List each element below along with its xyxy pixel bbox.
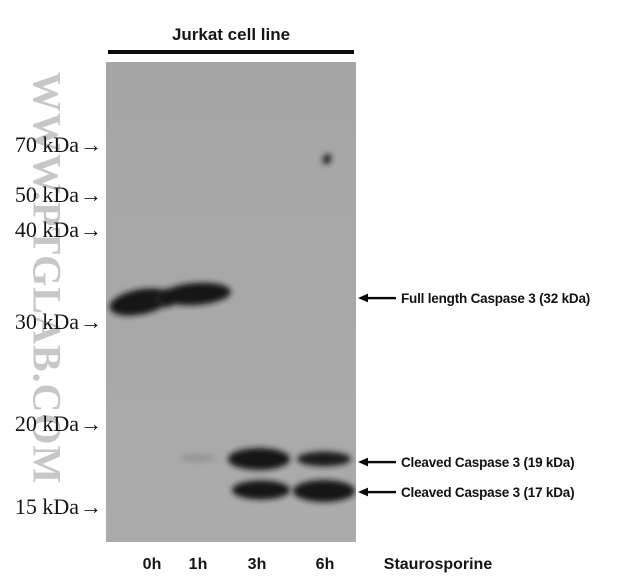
annotation-fulllength: Full length Caspase 3 (32 kDa) <box>358 288 590 308</box>
mw-marker-15kda: 15 kDa→ <box>0 494 102 520</box>
annotation-label: Cleaved Caspase 3 (19 kDa) <box>401 454 575 470</box>
band-fulllength-1h <box>161 282 231 306</box>
figure-title: Jurkat cell line <box>171 25 291 44</box>
mw-marker-label: 30 kDa <box>14 309 79 334</box>
title-underline <box>108 50 354 54</box>
mw-marker-label: 15 kDa <box>14 494 79 519</box>
mw-marker-label: 40 kDa <box>14 217 79 242</box>
right-arrow-glyph: → <box>80 494 102 519</box>
treatment-label: Staurosporine <box>383 556 493 573</box>
blot-artifact-speck <box>322 153 332 165</box>
right-arrow-glyph: → <box>80 132 102 157</box>
right-arrow-glyph: → <box>80 217 102 242</box>
lane-label-3h: 3h <box>247 556 267 573</box>
band-17kda-6h <box>293 480 355 502</box>
band-19kda-1h-faint <box>180 454 216 462</box>
blot-membrane <box>106 62 356 542</box>
blot-bands-graphic <box>109 153 355 502</box>
annotation-label: Full length Caspase 3 (32 kDa) <box>401 290 591 306</box>
lane-label-6h: 6h <box>315 556 335 573</box>
band-17kda-3h <box>232 480 290 500</box>
lane-label-0h: 0h <box>142 556 162 573</box>
mw-marker-label: 20 kDa <box>14 411 79 436</box>
lane-label-1h: 1h <box>188 556 208 573</box>
mw-marker-70kda: 70 kDa→ <box>0 132 102 158</box>
band-19kda-3h <box>228 448 290 470</box>
left-arrow-icon <box>358 293 396 303</box>
annotation-cleaved-17: Cleaved Caspase 3 (17 kDa) <box>358 482 575 502</box>
mw-marker-30kda: 30 kDa→ <box>0 309 102 335</box>
band-19kda-6h <box>297 451 351 467</box>
right-arrow-glyph: → <box>80 411 102 436</box>
mw-marker-40kda: 40 kDa→ <box>0 217 102 243</box>
mw-marker-50kda: 50 kDa→ <box>0 182 102 208</box>
left-arrow-icon <box>358 487 396 497</box>
mw-marker-20kda: 20 kDa→ <box>0 411 102 437</box>
right-arrow-glyph: → <box>80 309 102 334</box>
mw-marker-label: 50 kDa <box>14 182 79 207</box>
mw-marker-label: 70 kDa <box>14 132 79 157</box>
annotation-cleaved-19: Cleaved Caspase 3 (19 kDa) <box>358 452 575 472</box>
right-arrow-glyph: → <box>80 182 102 207</box>
annotation-label: Cleaved Caspase 3 (17 kDa) <box>401 484 575 500</box>
left-arrow-icon <box>358 457 396 467</box>
